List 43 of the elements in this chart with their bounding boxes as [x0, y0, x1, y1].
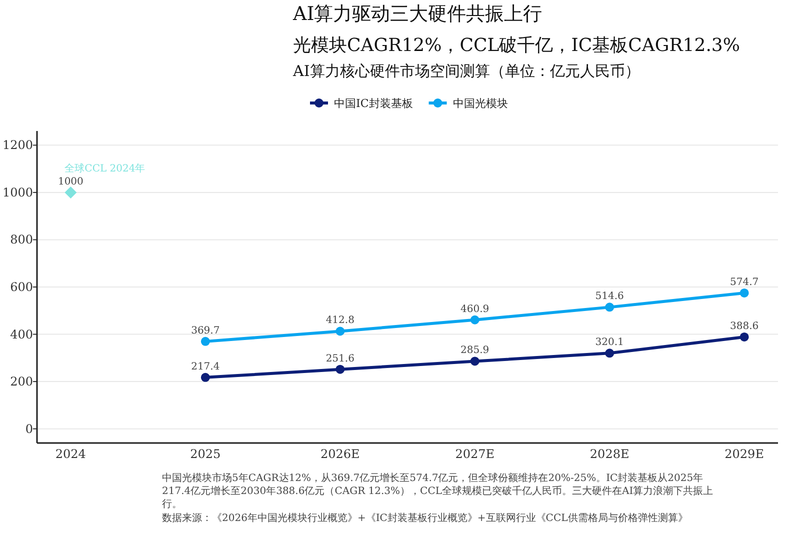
data-label: 320.1	[595, 337, 624, 348]
source-note: 数据来源：《2026年中国光模块行业概览》+《IC封装基板行业概览》+互联网行业《CCL供需格局与价格弹性测算》	[162, 512, 689, 525]
point	[605, 348, 614, 358]
data-label: 369.7	[191, 325, 220, 336]
point	[740, 332, 749, 342]
data-label: 388.6	[730, 320, 759, 332]
subtitle: 光模块CAGR12%，CCL破千亿，IC基板CAGR12.3%	[293, 35, 740, 56]
data-label: 460.9	[460, 304, 490, 315]
y-tick-label: 1200	[2, 138, 33, 152]
series-label: 全球CCL 2024年	[64, 162, 146, 174]
point	[605, 302, 614, 312]
x-tick-label: 2025	[190, 447, 221, 461]
y-tick-label: 600	[10, 280, 33, 294]
data-label: 412.8	[326, 315, 354, 326]
point	[336, 364, 345, 374]
point	[336, 326, 345, 336]
point	[470, 356, 480, 366]
x-tick-label: 2027E	[455, 447, 495, 461]
data-label: 514.6	[595, 291, 624, 302]
data-label: 574.7	[730, 276, 759, 288]
annotation: AI算力核心硬件市场空间测算（单位：亿元人民币）	[293, 62, 640, 80]
text: 中国光模块市场5年CAGR达12%，从369.7亿元增长至574.7亿元，但全球份额维持在20%-25%。IC封装基板从2025年217.4亿元增长至2030年388.6亿元（CAGR 12.3%），CCL全球规模已突破千亿人民币。三大硬件在AI算力浪潮下共振上行。	[162, 472, 714, 511]
point	[200, 336, 210, 346]
title: AI算力驱动三大硬件共振上行	[293, 3, 542, 25]
x-tick-label: 2024	[55, 447, 86, 461]
legend-label: 中国光模块	[452, 97, 508, 110]
x-tick-label: 2029E	[724, 447, 764, 461]
point	[200, 372, 210, 382]
data-label: 285.9	[460, 345, 490, 356]
y-tick-label: 400	[10, 327, 33, 342]
data-label: 1000	[58, 176, 84, 188]
data-label: 217.4	[191, 361, 220, 372]
point	[64, 186, 77, 198]
x-tick-label: 2028E	[590, 447, 630, 461]
y-tick-label: 0	[25, 422, 33, 436]
point	[740, 288, 749, 298]
y-tick-label: 800	[10, 232, 33, 247]
legend-label: 中国IC封装基板	[334, 97, 413, 110]
x-tick-label: 2026E	[320, 447, 360, 461]
data-label: 251.6	[326, 353, 354, 364]
y-tick-label: 200	[10, 374, 33, 389]
point	[470, 315, 480, 324]
y-tick-label: 1000	[2, 185, 33, 200]
